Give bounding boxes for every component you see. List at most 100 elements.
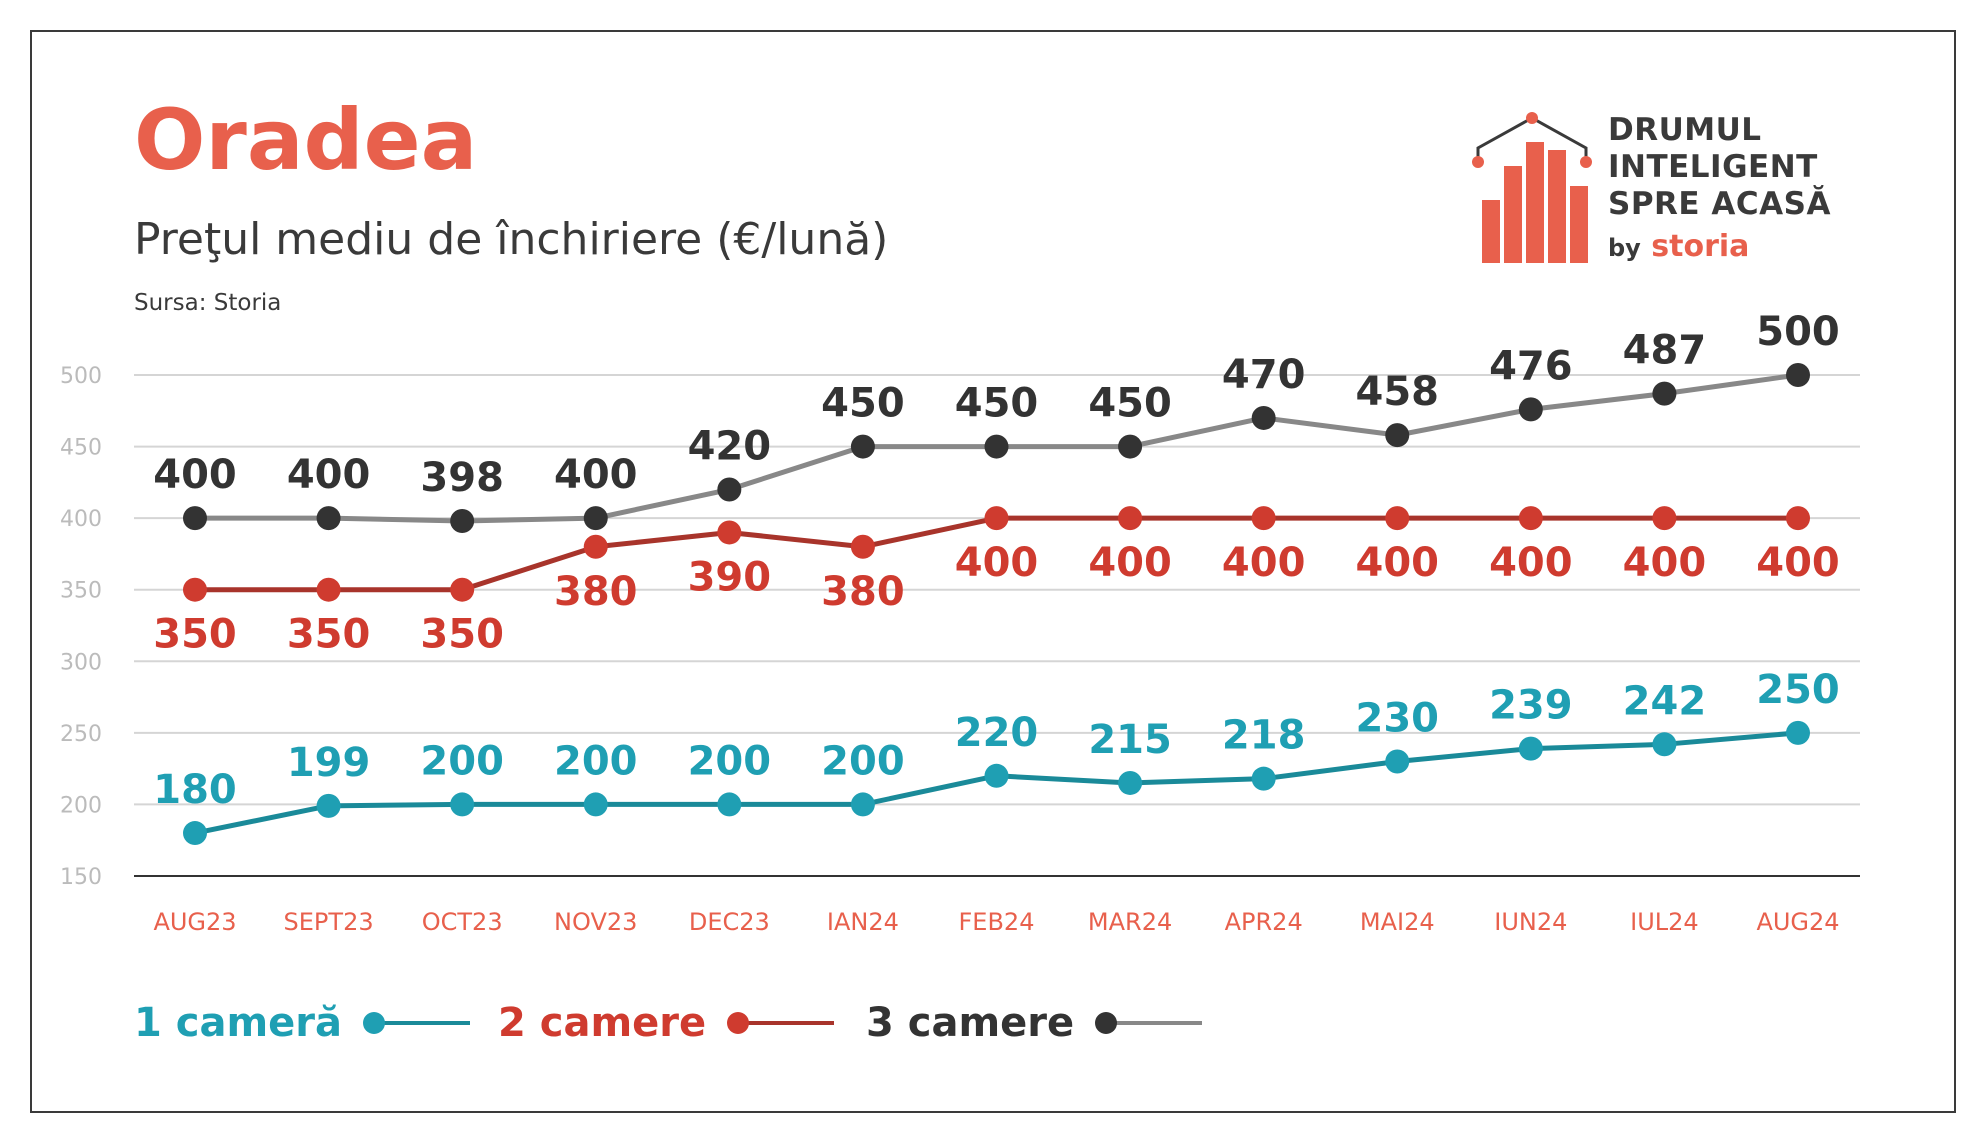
data-label: 400 (1756, 540, 1840, 586)
data-label: 390 (688, 554, 772, 600)
chart-frame (30, 30, 1956, 1113)
data-label: 400 (1088, 540, 1172, 586)
data-point (1518, 736, 1543, 761)
data-label: 487 (1623, 328, 1707, 374)
chart-subtitle: Preţul mediu de închiriere (€/lună) (134, 214, 889, 265)
data-point (1385, 749, 1410, 774)
y-tick-label: 250 (60, 722, 102, 747)
x-tick-label: MAI24 (1360, 908, 1435, 936)
data-point (450, 792, 475, 817)
legend-swatch-three-rooms (1095, 1012, 1203, 1034)
data-label: 476 (1489, 343, 1573, 389)
data-point (984, 763, 1009, 788)
data-label: 400 (1489, 540, 1573, 586)
y-tick-label: 350 (60, 579, 102, 604)
data-label: 350 (287, 612, 371, 658)
data-point (450, 509, 475, 534)
data-point (183, 577, 207, 602)
data-label: 400 (1623, 540, 1707, 586)
y-tick-label: 300 (60, 650, 102, 675)
y-tick-label: 450 (60, 436, 102, 461)
y-tick-label: 500 (60, 364, 102, 389)
data-label: 350 (153, 612, 237, 658)
logo-by: by (1608, 234, 1641, 262)
data-label: 450 (821, 381, 905, 427)
data-label: 400 (1356, 540, 1440, 586)
legend-item-one-room: 1 cameră (134, 988, 474, 1058)
data-label: 450 (955, 381, 1039, 427)
logo-byline: by storia (1608, 232, 1749, 262)
data-label: 500 (1756, 309, 1840, 355)
data-point (1118, 434, 1143, 459)
logo-text: DRUMUL INTELIGENT SPRE ACASĂ (1608, 112, 1831, 223)
source-note: Sursa: Storia (134, 290, 282, 316)
data-point (1518, 506, 1543, 531)
data-point (450, 577, 475, 602)
data-point (1518, 397, 1543, 422)
chart-legend: 1 cameră 2 camere 3 camere (0, 988, 1979, 1058)
data-point (850, 534, 875, 559)
data-label: 400 (153, 452, 237, 498)
data-point (1652, 732, 1677, 757)
logo-brand: storia (1651, 229, 1750, 264)
data-point (583, 792, 608, 817)
data-point (1652, 381, 1677, 406)
data-point (1786, 363, 1810, 387)
data-label: 380 (554, 569, 638, 615)
data-label: 218 (1222, 713, 1306, 759)
data-point (1251, 766, 1276, 791)
x-tick-label: AUG23 (153, 908, 236, 936)
data-point (1118, 770, 1143, 795)
y-tick-label: 150 (60, 865, 102, 890)
data-label: 400 (554, 452, 638, 498)
data-label: 420 (688, 424, 772, 470)
page-title: Oradea (134, 91, 478, 189)
legend-swatch-one-room (363, 1012, 470, 1034)
data-label: 398 (420, 455, 504, 501)
data-label: 400 (955, 540, 1039, 586)
data-label: 470 (1222, 352, 1306, 398)
data-point (583, 506, 608, 531)
data-point (1251, 506, 1276, 531)
data-point (717, 477, 742, 502)
logo-line: INTELIGENT (1608, 149, 1818, 185)
data-point (717, 792, 742, 817)
data-point (850, 792, 875, 817)
x-tick-label: IUN24 (1494, 908, 1567, 936)
data-point (984, 434, 1009, 459)
x-tick-label: IUL24 (1630, 908, 1699, 936)
legend-label: 1 cameră (134, 1000, 342, 1046)
legend-swatch-two-rooms (727, 1012, 835, 1034)
legend-label: 2 camere (498, 1000, 707, 1046)
x-tick-label: MAR24 (1088, 908, 1172, 936)
x-tick-label: SEPT23 (284, 908, 374, 936)
data-label: 350 (420, 612, 504, 658)
legend-item-two-rooms: 2 camere (498, 988, 838, 1058)
data-point (1652, 506, 1677, 531)
y-tick-label: 200 (60, 793, 102, 818)
x-tick-label: NOV23 (554, 908, 637, 936)
data-label: 200 (420, 738, 504, 784)
data-label: 215 (1088, 717, 1172, 763)
data-point (583, 534, 608, 559)
data-point (316, 577, 341, 602)
data-label: 230 (1356, 695, 1440, 741)
data-label: 242 (1623, 678, 1707, 724)
legend-item-three-rooms: 3 camere (866, 988, 1206, 1058)
data-point (1251, 405, 1276, 430)
data-point (850, 434, 875, 459)
data-point (984, 506, 1009, 531)
data-label: 200 (554, 738, 638, 784)
data-point (183, 821, 207, 846)
legend-label: 3 camere (866, 1000, 1075, 1046)
data-label: 380 (821, 569, 905, 615)
x-tick-label: APR24 (1225, 908, 1303, 936)
data-label: 220 (955, 710, 1039, 756)
logo-line: DRUMUL (1608, 112, 1762, 148)
x-tick-label: AUG24 (1756, 908, 1839, 936)
data-point (1118, 506, 1143, 531)
x-tick-label: IAN24 (827, 908, 899, 936)
data-point (1786, 720, 1810, 745)
data-label: 180 (153, 767, 237, 813)
